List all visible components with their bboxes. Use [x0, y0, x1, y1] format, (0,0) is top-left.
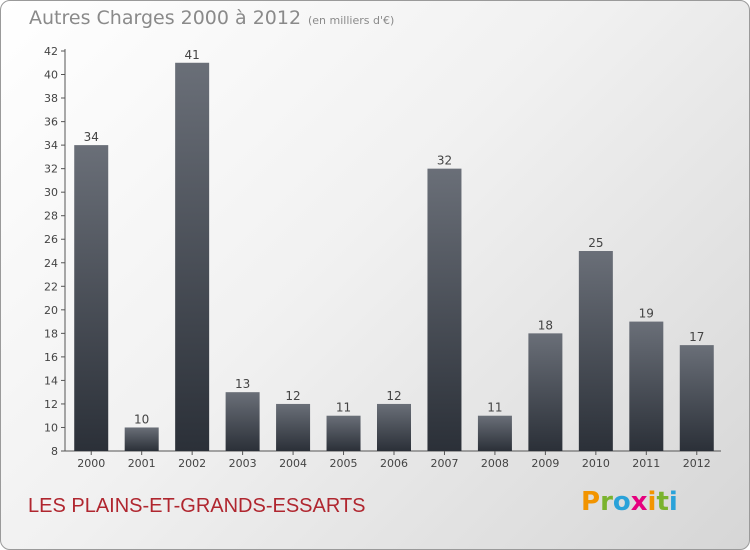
- bar: [175, 62, 210, 451]
- y-tick-label: 10: [44, 421, 58, 434]
- bar-value-label: 11: [487, 401, 502, 415]
- y-tick-label: 20: [44, 304, 58, 317]
- bar-value-label: 18: [538, 318, 553, 332]
- y-tick-label: 38: [44, 92, 58, 105]
- bar: [629, 321, 664, 451]
- x-tick-label: 2009: [531, 457, 559, 470]
- logo-letter: i: [647, 487, 657, 517]
- y-tick-label: 36: [44, 116, 58, 129]
- chart-bars: [74, 62, 714, 451]
- bar-value-label: 32: [437, 154, 452, 168]
- y-tick-label: 18: [44, 327, 58, 340]
- bar: [124, 427, 159, 451]
- bar: [377, 403, 411, 451]
- x-tick-label: 2000: [77, 457, 105, 470]
- bar-value-label: 25: [588, 236, 603, 250]
- chart-labels: 8 10 12 14 16 18 20 22 24 26 28 30 32 34 36 38 40 42 2000 3…: [44, 45, 711, 470]
- bar-value-label: 41: [185, 48, 200, 62]
- x-tick-label: 2004: [279, 457, 307, 470]
- bar-value-label: 13: [235, 377, 250, 391]
- bar: [679, 345, 714, 451]
- y-tick-label: 28: [44, 210, 58, 223]
- bar: [427, 168, 462, 451]
- logo-letter: t: [656, 487, 669, 517]
- x-tick-label: 2003: [229, 457, 257, 470]
- y-tick-label: 24: [44, 257, 58, 270]
- bar: [74, 145, 109, 451]
- y-tick-label: 30: [44, 186, 58, 199]
- y-tick-label: 40: [44, 69, 58, 82]
- x-tick-label: 2011: [632, 457, 660, 470]
- y-tick-label: 42: [44, 45, 58, 58]
- bar: [477, 415, 512, 451]
- y-tick-label: 8: [51, 445, 58, 458]
- bar-value-label: 12: [285, 389, 300, 403]
- y-tick-label: 32: [44, 163, 58, 176]
- logo-letter: i: [668, 487, 678, 517]
- bar-value-label: 11: [336, 401, 351, 415]
- bar-value-label: 19: [639, 307, 654, 321]
- y-tick-label: 16: [44, 351, 58, 364]
- x-tick-label: 2002: [178, 457, 206, 470]
- bar-value-label: 17: [689, 330, 704, 344]
- y-tick-label: 12: [44, 398, 58, 411]
- bar: [528, 333, 563, 451]
- town-name: LES PLAINS-ET-GRANDS-ESSARTS: [28, 495, 366, 517]
- bar-value-label: 12: [386, 389, 401, 403]
- bar: [578, 251, 613, 451]
- x-tick-label: 2007: [430, 457, 458, 470]
- x-tick-label: 2006: [380, 457, 408, 470]
- x-tick-label: 2012: [683, 457, 711, 470]
- bar: [225, 392, 260, 451]
- y-tick-label: 34: [44, 139, 58, 152]
- chart-title: Autres Charges 2000 à 2012: [29, 7, 302, 29]
- y-tick-label: 22: [44, 280, 58, 293]
- y-tick-label: 26: [44, 233, 58, 246]
- logo-letter: P: [581, 487, 601, 517]
- bar: [276, 403, 311, 451]
- x-tick-label: 2005: [330, 457, 358, 470]
- logo-letter: x: [630, 487, 648, 517]
- logo-letter: o: [612, 487, 631, 517]
- x-tick-label: 2008: [481, 457, 509, 470]
- x-tick-label: 2001: [128, 457, 156, 470]
- bar-value-label: 10: [134, 412, 149, 426]
- y-tick-label: 14: [44, 374, 58, 387]
- chart-unit-note: (en milliers d'€): [308, 14, 395, 27]
- bar: [326, 415, 361, 451]
- logo-letter: r: [600, 487, 613, 517]
- proxiti-logo: Proxiti: [581, 487, 678, 517]
- x-tick-label: 2010: [582, 457, 610, 470]
- bar-value-label: 34: [84, 130, 99, 144]
